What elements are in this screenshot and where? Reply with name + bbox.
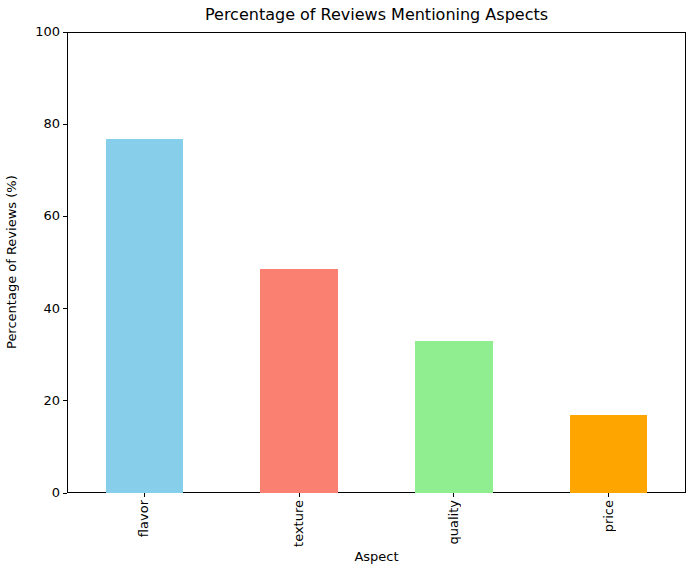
y-tick-label-100: 100 — [0, 23, 60, 41]
y-tick-label-0: 0 — [0, 484, 60, 502]
y-tick-mark-40 — [63, 308, 67, 309]
y-tick-mark-0 — [63, 493, 67, 494]
bar-quality — [415, 341, 492, 493]
y-tick-label-40: 40 — [0, 300, 60, 318]
y-tick-label-80: 80 — [0, 115, 60, 133]
y-tick-mark-80 — [63, 124, 67, 125]
bar-flavor — [106, 139, 183, 493]
x-tick-label-texture: texture — [291, 500, 307, 547]
chart-title: Percentage of Reviews Mentioning Aspects — [67, 5, 686, 24]
y-tick-label-60: 60 — [0, 207, 60, 225]
x-tick-label-flavor: flavor — [136, 500, 152, 537]
x-tick-mark-quality — [453, 493, 454, 497]
x-tick-mark-texture — [299, 493, 300, 497]
y-tick-label-20: 20 — [0, 392, 60, 410]
x-tick-label-price: price — [601, 500, 617, 532]
bar-chart-figure: Percentage of Reviews Mentioning Aspects… — [0, 0, 695, 583]
x-tick-mark-flavor — [144, 493, 145, 497]
bar-texture — [260, 269, 337, 493]
x-tick-label-quality: quality — [446, 500, 462, 544]
bar-price — [570, 415, 647, 493]
x-axis-label: Aspect — [67, 549, 686, 564]
y-axis-label: Percentage of Reviews (%) — [3, 32, 20, 493]
x-tick-mark-price — [608, 493, 609, 497]
y-tick-mark-60 — [63, 216, 67, 217]
y-tick-mark-100 — [63, 32, 67, 33]
y-tick-mark-20 — [63, 400, 67, 401]
